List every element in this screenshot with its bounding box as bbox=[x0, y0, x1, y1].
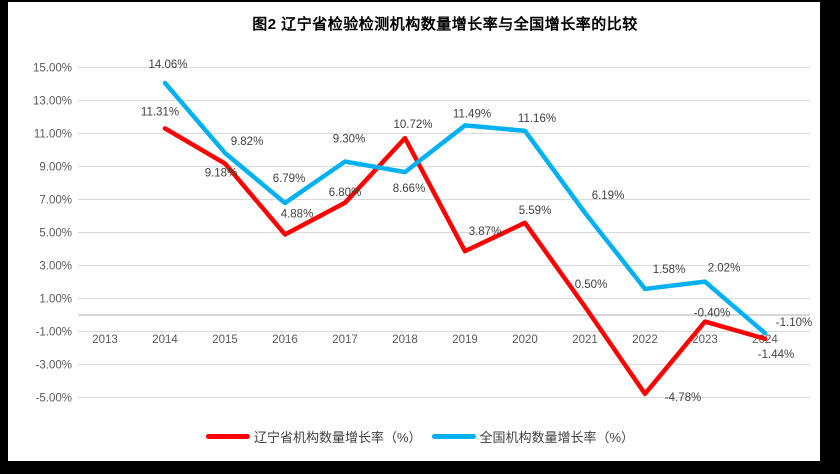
y-axis-tick-label: 15.00% bbox=[33, 63, 72, 75]
x-axis-category-label: 2018 bbox=[392, 334, 418, 346]
data-point-label: 1.58% bbox=[653, 264, 686, 276]
y-axis-tick-label: 3.00% bbox=[39, 261, 72, 273]
x-axis-category-label: 2022 bbox=[632, 334, 658, 346]
legend-line-swatch bbox=[431, 434, 476, 439]
data-point-label: 6.19% bbox=[592, 190, 625, 202]
data-point-label: 4.88% bbox=[281, 208, 314, 220]
data-point-label: 11.31% bbox=[141, 106, 179, 118]
chart-title: 图2 辽宁省检验检测机构数量增长率与全国增长率的比较 bbox=[252, 16, 638, 33]
data-point-label: 11.16% bbox=[518, 113, 556, 125]
x-axis-category-label: 2019 bbox=[452, 334, 478, 346]
data-point-label: 9.82% bbox=[231, 136, 264, 148]
legend-line-swatch bbox=[205, 434, 250, 439]
legend-series-label: 辽宁省机构数量增长率（%） bbox=[253, 430, 422, 445]
y-axis-tick-label: 11.00% bbox=[34, 129, 72, 141]
data-point-label: 2.02% bbox=[708, 263, 741, 275]
x-axis-category-label: 2023 bbox=[692, 334, 718, 346]
x-axis-category-label: 2013 bbox=[92, 334, 118, 346]
data-point-label: 8.66% bbox=[393, 183, 426, 195]
y-axis-tick-label: 13.00% bbox=[33, 96, 72, 108]
chart-canvas bbox=[8, 2, 820, 461]
legend-item: 全国机构数量增长率（%） bbox=[431, 427, 635, 446]
x-axis-category-label: 2017 bbox=[332, 334, 358, 346]
data-point-label: 10.72% bbox=[393, 119, 432, 131]
y-axis-tick-label: 9.00% bbox=[39, 162, 72, 174]
y-axis-tick-label: 7.00% bbox=[39, 195, 72, 207]
legend-series-label: 全国机构数量增长率（%） bbox=[479, 430, 635, 445]
data-point-label: 11.49% bbox=[453, 108, 491, 120]
data-point-label: 5.59% bbox=[519, 205, 552, 217]
data-point-label: 3.87% bbox=[469, 226, 502, 238]
y-axis-tick-label: -1.00% bbox=[36, 327, 72, 339]
x-axis-category-label: 2014 bbox=[152, 334, 178, 346]
x-axis-category-label: 2021 bbox=[572, 334, 598, 346]
x-axis-category-label: 2020 bbox=[512, 334, 538, 346]
y-axis-tick-label: 5.00% bbox=[39, 228, 72, 240]
data-point-label: 6.80% bbox=[329, 187, 362, 199]
data-point-label: -0.40% bbox=[694, 308, 730, 320]
series-line bbox=[162, 126, 768, 397]
x-axis-category-label: 2016 bbox=[272, 334, 298, 346]
legend-item: 辽宁省机构数量增长率（%） bbox=[205, 427, 422, 446]
data-point-label: -1.44% bbox=[758, 349, 794, 361]
x-axis-category-label: 2015 bbox=[212, 334, 238, 346]
data-point-label: 0.50% bbox=[575, 279, 608, 291]
data-point-label: 6.79% bbox=[273, 173, 306, 185]
y-axis-tick-label: -3.00% bbox=[36, 360, 72, 372]
data-point-label: 14.06% bbox=[148, 59, 187, 71]
y-axis-tick-label: 1.00% bbox=[39, 294, 72, 306]
data-point-label: 9.18% bbox=[205, 168, 238, 180]
chart-legend: 辽宁省机构数量增长率（%） 全国机构数量增长率（%） bbox=[205, 427, 635, 446]
data-point-label: 9.30% bbox=[333, 134, 366, 146]
data-point-label: -4.78% bbox=[665, 392, 701, 404]
y-axis-tick-label: -5.00% bbox=[36, 393, 72, 405]
data-point-label: -1.10% bbox=[776, 317, 812, 329]
series-line bbox=[162, 80, 768, 336]
